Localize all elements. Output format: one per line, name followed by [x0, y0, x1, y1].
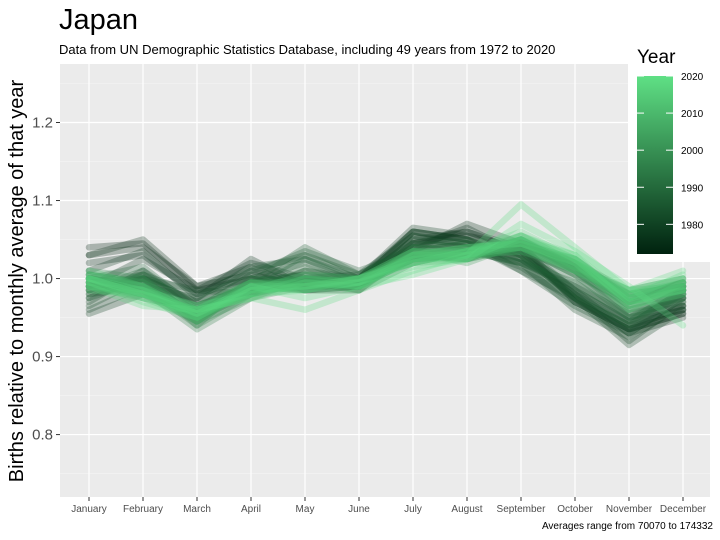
- series-line-1994: [85, 236, 687, 329]
- series-line-1993: [85, 240, 687, 321]
- series-line-2009: [85, 244, 687, 314]
- series-line-1975: [85, 220, 687, 333]
- series-line-1980: [85, 232, 687, 337]
- chart-title: Japan: [59, 4, 138, 36]
- series-line-1990: [85, 240, 687, 321]
- legend-ticks: 1980 1990 2000 2010 2020: [637, 72, 704, 231]
- x-tick-label: May: [296, 504, 315, 515]
- series-line-1974: [85, 224, 687, 329]
- series-line-2010: [85, 240, 687, 321]
- series-line-1972: [85, 232, 687, 333]
- x-tick-label: September: [497, 504, 547, 515]
- series-line-1998: [85, 236, 687, 321]
- series-line-2002: [85, 244, 687, 314]
- legend-tick-label: 2010: [681, 109, 704, 120]
- series-line-2001: [85, 236, 687, 321]
- series-line-1979: [85, 228, 687, 345]
- series-line-2014: [85, 232, 687, 321]
- legend-colorbar: [637, 76, 673, 254]
- series-line-1985: [85, 244, 687, 329]
- y-tick-label: 1.0: [32, 271, 53, 288]
- x-tick-label: February: [123, 504, 163, 515]
- y-tick-label: 0.8: [32, 427, 53, 444]
- series-line-2018: [85, 232, 687, 310]
- series-line-1996: [85, 247, 687, 325]
- plot-panel: [60, 64, 710, 497]
- series-line-1997: [85, 240, 687, 329]
- x-tick-label: July: [404, 504, 422, 515]
- series-line-1995: [85, 244, 687, 333]
- series-line-1981: [85, 228, 687, 349]
- series-line-1988: [85, 240, 687, 325]
- series-line-2003: [85, 240, 687, 325]
- x-tick-label: November: [606, 504, 653, 515]
- series-line-1982: [85, 232, 687, 341]
- series-line-2020: [85, 220, 687, 329]
- x-tick-label: April: [241, 504, 261, 515]
- series-line-2008: [85, 236, 687, 310]
- legend-tick-label: 2000: [681, 146, 704, 157]
- series-line-2006: [85, 240, 687, 321]
- x-tick-label: October: [557, 504, 593, 515]
- series-line-1984: [85, 240, 687, 333]
- series-line-1973: [85, 228, 687, 337]
- series-line-1992: [85, 244, 687, 325]
- series-line-2005: [85, 244, 687, 314]
- series-line-2011: [85, 236, 687, 325]
- gridlines: [60, 64, 710, 497]
- series-line-2016: [85, 240, 687, 314]
- series-line-2015: [85, 236, 687, 317]
- series-line-1983: [85, 236, 687, 337]
- legend-tick-label: 2020: [681, 72, 704, 83]
- series-line-1976: [85, 228, 687, 325]
- x-tick-label: March: [183, 504, 211, 515]
- x-tick-label: June: [348, 504, 370, 515]
- series-line-2013: [85, 244, 687, 314]
- series-line-2012: [85, 240, 687, 317]
- y-axis-ticks: 0.8 0.9 1.0 1.1 1.2: [32, 115, 60, 444]
- series-line-1987: [85, 236, 687, 329]
- series-line-2019: [85, 201, 687, 314]
- series-line-1999: [85, 232, 687, 325]
- legend-tick-label: 1980: [681, 220, 704, 231]
- series-line-1977: [85, 228, 687, 321]
- x-axis-ticks: January February March April May June July Augu…: [71, 497, 707, 515]
- series-line-1978: [85, 224, 687, 333]
- x-tick-label: January: [71, 504, 107, 515]
- series-line-1989: [85, 247, 687, 321]
- series-line-2004: [85, 236, 687, 317]
- series-line-1991: [85, 244, 687, 317]
- chart-caption: Averages range from 70070 to 174332: [542, 521, 713, 532]
- series-line-2007: [85, 247, 687, 317]
- series-line-2000: [85, 240, 687, 317]
- y-tick-label: 0.9: [32, 349, 53, 366]
- legend: Year 1980 1990 2000 2010 2020: [628, 40, 714, 262]
- legend-title: Year: [637, 47, 676, 68]
- y-tick-label: 1.1: [32, 193, 53, 210]
- x-tick-label: August: [451, 504, 482, 515]
- y-axis-label: Births relative to monthly average of th…: [6, 79, 28, 482]
- legend-tick-label: 1990: [681, 183, 704, 194]
- series-line-1986: [85, 240, 687, 325]
- series-line-2017: [85, 228, 687, 321]
- x-tick-label: December: [660, 504, 707, 515]
- series-lines: [85, 201, 687, 349]
- chart-subtitle: Data from UN Demographic Statistics Data…: [59, 42, 555, 57]
- y-tick-label: 1.2: [32, 115, 53, 132]
